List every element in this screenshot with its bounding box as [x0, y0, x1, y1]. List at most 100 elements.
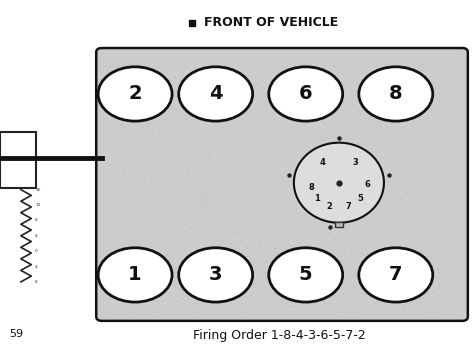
- Point: [196, 202, 203, 207]
- Point: [199, 201, 206, 206]
- Point: [112, 58, 120, 64]
- Point: [271, 220, 279, 225]
- Point: [266, 135, 273, 141]
- Point: [193, 56, 201, 62]
- Point: [131, 181, 138, 186]
- Point: [286, 57, 294, 63]
- Point: [348, 100, 356, 105]
- Point: [253, 61, 260, 66]
- Point: [285, 303, 292, 308]
- Point: [451, 217, 458, 223]
- Point: [441, 84, 448, 89]
- Point: [255, 70, 262, 76]
- Point: [176, 218, 183, 224]
- Point: [355, 116, 363, 122]
- Point: [255, 237, 263, 243]
- Point: [139, 144, 146, 150]
- Point: [275, 150, 283, 156]
- Point: [139, 125, 147, 130]
- Text: 4: 4: [319, 158, 326, 167]
- Point: [178, 294, 185, 300]
- Point: [281, 136, 288, 141]
- Point: [448, 271, 456, 276]
- Point: [147, 154, 155, 159]
- Point: [451, 179, 458, 185]
- Point: [419, 151, 427, 156]
- Point: [196, 126, 203, 132]
- Circle shape: [179, 248, 253, 302]
- Point: [247, 232, 255, 238]
- Point: [381, 218, 389, 223]
- Point: [416, 62, 424, 68]
- Point: [279, 216, 286, 222]
- Point: [209, 198, 216, 203]
- Point: [190, 168, 198, 174]
- Point: [448, 62, 456, 67]
- Point: [358, 245, 366, 251]
- Point: [394, 220, 402, 225]
- Point: [140, 176, 148, 182]
- Point: [287, 235, 295, 240]
- Point: [264, 198, 271, 203]
- Point: [119, 145, 127, 151]
- Point: [430, 309, 438, 315]
- Point: [421, 220, 428, 226]
- Point: [446, 165, 454, 170]
- Point: [228, 230, 236, 236]
- Point: [324, 303, 332, 309]
- Point: [136, 150, 144, 156]
- Point: [325, 300, 333, 305]
- Point: [174, 159, 182, 165]
- Point: [453, 74, 461, 79]
- Point: [271, 250, 279, 256]
- Point: [413, 226, 421, 232]
- Point: [182, 156, 189, 161]
- Point: [201, 193, 209, 198]
- Point: [337, 243, 344, 248]
- Point: [121, 60, 129, 65]
- Point: [318, 232, 325, 238]
- Point: [453, 285, 461, 291]
- Point: [443, 132, 451, 137]
- Point: [348, 102, 356, 107]
- Point: [191, 205, 198, 211]
- Point: [428, 184, 436, 190]
- Point: [451, 147, 458, 153]
- Point: [111, 161, 119, 166]
- Point: [106, 247, 114, 253]
- Point: [173, 121, 180, 126]
- Point: [424, 217, 431, 222]
- Point: [422, 118, 429, 124]
- Point: [446, 54, 454, 60]
- Point: [105, 208, 113, 214]
- Point: [186, 184, 194, 190]
- Point: [445, 274, 452, 279]
- Point: [228, 144, 236, 150]
- Point: [432, 246, 439, 252]
- Point: [197, 222, 205, 227]
- Point: [166, 169, 174, 175]
- Point: [262, 241, 269, 246]
- Point: [366, 239, 374, 245]
- Point: [292, 151, 299, 157]
- Point: [335, 250, 342, 255]
- Point: [449, 283, 457, 288]
- Point: [266, 251, 274, 257]
- Point: [285, 57, 292, 62]
- Point: [445, 142, 452, 147]
- Point: [167, 134, 174, 140]
- Point: [191, 214, 198, 220]
- Point: [205, 151, 212, 157]
- Point: [374, 239, 382, 244]
- Point: [248, 113, 256, 119]
- Point: [234, 310, 241, 316]
- Point: [222, 130, 229, 135]
- Point: [348, 298, 356, 304]
- Point: [408, 56, 416, 62]
- Point: [442, 169, 449, 174]
- Text: 8: 8: [35, 219, 38, 222]
- Point: [189, 221, 196, 227]
- Point: [418, 176, 425, 182]
- Point: [368, 243, 376, 249]
- Point: [315, 243, 323, 248]
